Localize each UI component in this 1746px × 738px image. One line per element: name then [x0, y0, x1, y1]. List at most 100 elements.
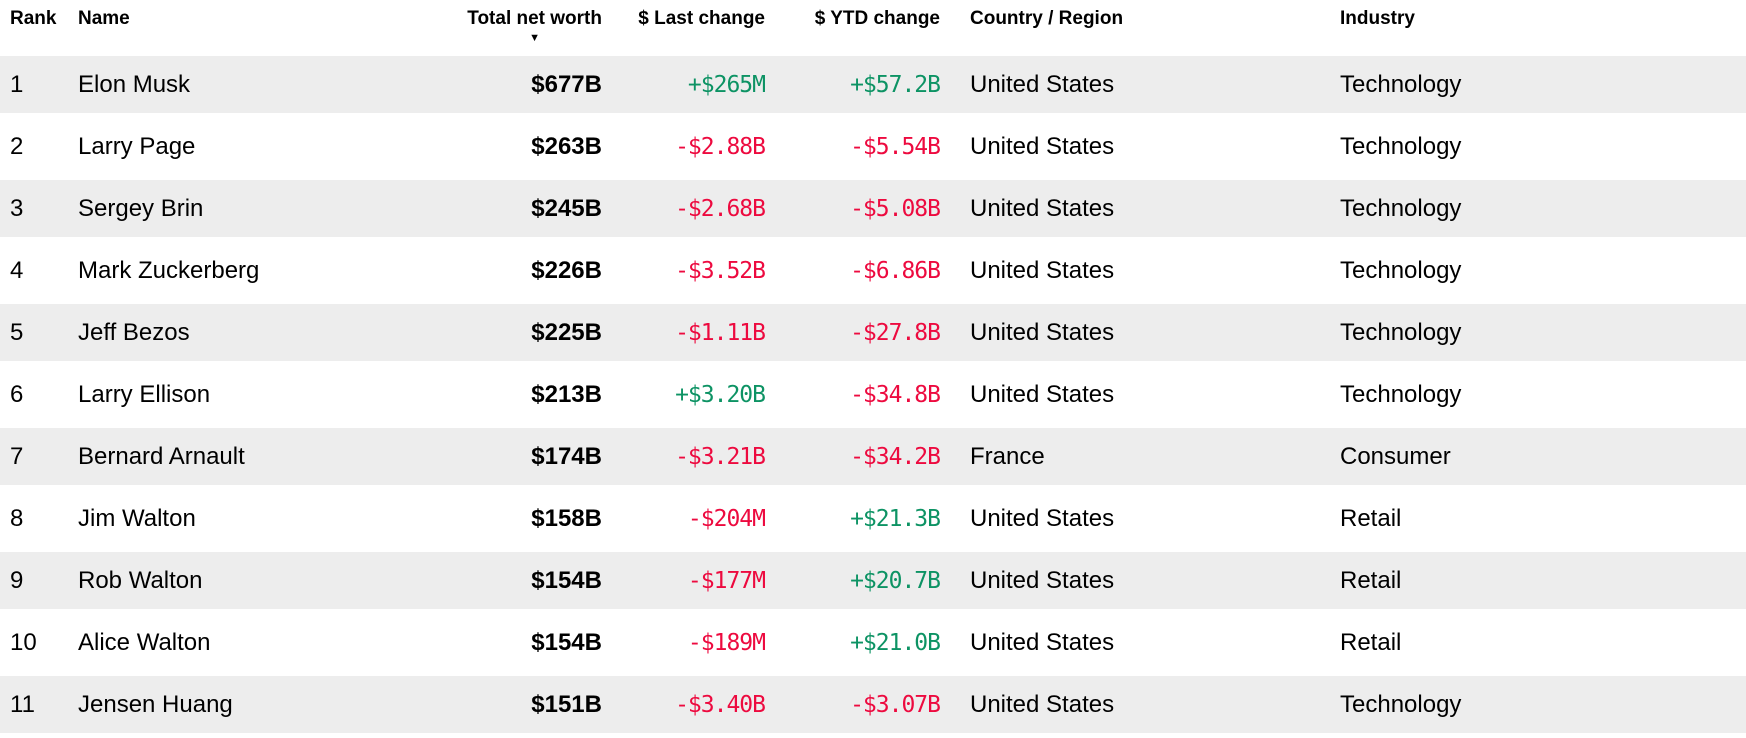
ytd-change-cell: -$3.07B: [850, 691, 940, 718]
industry-cell: Technology: [1340, 70, 1462, 98]
country-cell: United States: [970, 504, 1115, 532]
table-row[interactable]: 10 Alice Walton $154B -$189M +$21.0B Uni…: [0, 614, 1746, 676]
ytd-change-cell: -$6.86B: [850, 257, 940, 284]
name-cell: Bernard Arnault: [78, 442, 245, 470]
country-cell: United States: [970, 194, 1115, 222]
last-change-cell: -$189M: [687, 629, 765, 656]
name-cell: Elon Musk: [78, 70, 191, 98]
net-worth-cell: $154B: [531, 566, 602, 594]
table-row[interactable]: 1 Elon Musk $677B +$265M +$57.2B United …: [0, 56, 1746, 118]
column-header-rank[interactable]: Rank: [10, 8, 57, 29]
rank-cell: 2: [10, 132, 24, 160]
ytd-change-cell: -$5.54B: [850, 133, 940, 160]
column-header-net-worth[interactable]: Total net worth ▼: [447, 8, 602, 47]
country-cell: United States: [970, 318, 1115, 346]
table-body: 1 Elon Musk $677B +$265M +$57.2B United …: [0, 56, 1746, 738]
last-change-cell: +$265M: [687, 71, 765, 98]
table-row[interactable]: 8 Jim Walton $158B -$204M +$21.3B United…: [0, 490, 1746, 552]
industry-cell: Technology: [1340, 132, 1462, 160]
last-change-cell: -$2.88B: [675, 133, 765, 160]
rank-cell: 1: [10, 70, 24, 98]
last-change-cell: -$3.40B: [675, 691, 765, 718]
industry-cell: Retail: [1340, 504, 1402, 532]
column-header-last-change[interactable]: $ Last change: [638, 8, 765, 29]
rank-cell: 8: [10, 504, 24, 532]
country-cell: France: [970, 442, 1045, 470]
name-cell: Larry Ellison: [78, 380, 211, 408]
ytd-change-cell: +$21.3B: [850, 505, 940, 532]
net-worth-cell: $677B: [531, 70, 602, 98]
name-cell: Jensen Huang: [78, 690, 233, 718]
last-change-cell: -$3.21B: [675, 443, 765, 470]
column-header-country[interactable]: Country / Region: [970, 8, 1124, 29]
net-worth-cell: $158B: [531, 504, 602, 532]
sort-descending-icon: ▼: [529, 32, 541, 44]
rank-cell: 3: [10, 194, 24, 222]
column-header-net-worth-label: Total net worth: [467, 8, 602, 29]
country-cell: United States: [970, 690, 1115, 718]
table-row[interactable]: 7 Bernard Arnault $174B -$3.21B -$34.2B …: [0, 428, 1746, 490]
name-cell: Alice Walton: [78, 628, 211, 656]
last-change-cell: -$1.11B: [675, 319, 765, 346]
country-cell: United States: [970, 256, 1115, 284]
last-change-cell: -$3.52B: [675, 257, 765, 284]
name-cell: Jeff Bezos: [78, 318, 190, 346]
industry-cell: Technology: [1340, 194, 1462, 222]
net-worth-cell: $263B: [531, 132, 602, 160]
table-row[interactable]: 11 Jensen Huang $151B -$3.40B -$3.07B Un…: [0, 676, 1746, 738]
column-header-industry[interactable]: Industry: [1340, 8, 1415, 29]
net-worth-cell: $226B: [531, 256, 602, 284]
table-row[interactable]: 2 Larry Page $263B -$2.88B -$5.54B Unite…: [0, 118, 1746, 180]
ytd-change-cell: +$20.7B: [850, 567, 940, 594]
rank-cell: 4: [10, 256, 24, 284]
net-worth-cell: $154B: [531, 628, 602, 656]
rank-cell: 10: [10, 628, 37, 656]
rank-cell: 9: [10, 566, 24, 594]
column-header-name[interactable]: Name: [78, 8, 130, 29]
name-cell: Larry Page: [78, 132, 196, 160]
last-change-cell: -$204M: [687, 505, 765, 532]
net-worth-cell: $174B: [531, 442, 602, 470]
table-header-row: Rank Name Total net worth ▼ $ Last chang…: [0, 0, 1746, 56]
name-cell: Sergey Brin: [78, 194, 204, 222]
ytd-change-cell: -$5.08B: [850, 195, 940, 222]
country-cell: United States: [970, 628, 1115, 656]
name-cell: Mark Zuckerberg: [78, 256, 260, 284]
country-cell: United States: [970, 70, 1115, 98]
net-worth-cell: $225B: [531, 318, 602, 346]
table-row[interactable]: 9 Rob Walton $154B -$177M +$20.7B United…: [0, 552, 1746, 614]
ytd-change-cell: +$57.2B: [850, 71, 940, 98]
table-row[interactable]: 4 Mark Zuckerberg $226B -$3.52B -$6.86B …: [0, 242, 1746, 304]
country-cell: United States: [970, 132, 1115, 160]
industry-cell: Technology: [1340, 690, 1462, 718]
industry-cell: Retail: [1340, 566, 1402, 594]
industry-cell: Consumer: [1340, 442, 1451, 470]
net-worth-cell: $151B: [531, 690, 602, 718]
name-cell: Rob Walton: [78, 566, 203, 594]
industry-cell: Technology: [1340, 318, 1462, 346]
country-cell: United States: [970, 566, 1115, 594]
column-header-ytd-change[interactable]: $ YTD change: [814, 8, 940, 29]
last-change-cell: -$2.68B: [675, 195, 765, 222]
ytd-change-cell: -$34.8B: [850, 381, 940, 408]
industry-cell: Retail: [1340, 628, 1402, 656]
ytd-change-cell: +$21.0B: [850, 629, 940, 656]
industry-cell: Technology: [1340, 256, 1462, 284]
rank-cell: 7: [10, 442, 24, 470]
last-change-cell: +$3.20B: [675, 381, 765, 408]
rank-cell: 6: [10, 380, 24, 408]
rank-cell: 5: [10, 318, 24, 346]
last-change-cell: -$177M: [687, 567, 765, 594]
net-worth-cell: $213B: [531, 380, 602, 408]
industry-cell: Technology: [1340, 380, 1462, 408]
table-row[interactable]: 5 Jeff Bezos $225B -$1.11B -$27.8B Unite…: [0, 304, 1746, 366]
name-cell: Jim Walton: [78, 504, 196, 532]
net-worth-cell: $245B: [531, 194, 602, 222]
table-row[interactable]: 3 Sergey Brin $245B -$2.68B -$5.08B Unit…: [0, 180, 1746, 242]
ytd-change-cell: -$27.8B: [850, 319, 940, 346]
rank-cell: 11: [10, 690, 35, 718]
table-row[interactable]: 6 Larry Ellison $213B +$3.20B -$34.8B Un…: [0, 366, 1746, 428]
ytd-change-cell: -$34.2B: [850, 443, 940, 470]
country-cell: United States: [970, 380, 1115, 408]
